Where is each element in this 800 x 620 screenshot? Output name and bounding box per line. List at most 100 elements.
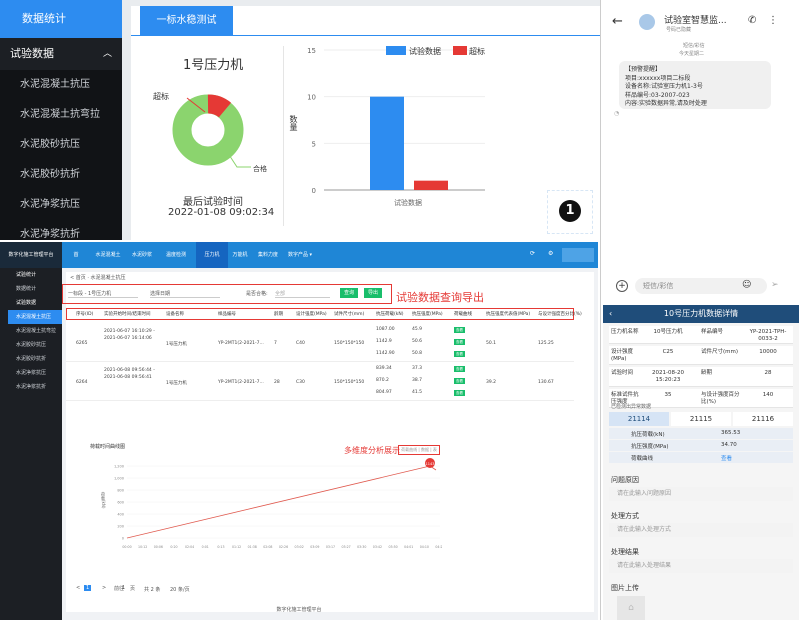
tab-test[interactable]: 一标水稳测试 bbox=[140, 6, 233, 35]
sample-row bbox=[609, 452, 793, 463]
nav-tab[interactable]: 水泥混凝土 bbox=[95, 252, 121, 258]
trend-ytick: 0 bbox=[122, 537, 124, 541]
section-input[interactable]: 请在此输入处理结果 bbox=[609, 559, 793, 573]
badge-1: 1 bbox=[559, 200, 581, 222]
send-icon[interactable]: ➢ bbox=[771, 280, 779, 290]
sidebar-item[interactable]: 水泥混凝土抗压 bbox=[0, 70, 122, 100]
sidebar-item[interactable]: 水泥净浆抗折 bbox=[0, 220, 122, 240]
avatar bbox=[639, 14, 655, 30]
sample-tab[interactable]: 21116 bbox=[733, 412, 793, 426]
table-cell-time: 2021-06-07 16:10:29 - 2021-06-07 16:14:0… bbox=[104, 329, 155, 341]
view-curve-button[interactable]: 查看 bbox=[454, 351, 465, 357]
trend-title: 荷载时间曲线图 bbox=[90, 444, 126, 450]
sidebar-item[interactable]: 水泥净浆抗压 bbox=[0, 190, 122, 220]
sidebar-item[interactable]: 水泥净浆抗折 bbox=[16, 384, 47, 390]
pager-item[interactable]: < bbox=[76, 585, 81, 591]
detail-value: C25 bbox=[662, 349, 674, 355]
back-arrow-icon[interactable]: ← bbox=[612, 14, 623, 29]
add-icon[interactable]: + bbox=[616, 280, 628, 292]
donut-exceed-slice bbox=[207, 94, 232, 118]
table-cell: C30 bbox=[296, 380, 305, 385]
query-button[interactable]: 查询 bbox=[340, 288, 358, 298]
table-cell: 150*150*150 bbox=[334, 380, 365, 385]
machine-select[interactable]: 一标段 - 1号压力机 bbox=[68, 290, 138, 298]
sidebar-item[interactable]: 水泥混凝土抗弯拉 bbox=[16, 328, 57, 334]
sidebar-item[interactable]: 水泥胶砂抗压 bbox=[0, 130, 122, 160]
sidebar-item[interactable]: 水泥净浆抗压 bbox=[16, 370, 47, 376]
pager-item[interactable]: > bbox=[102, 585, 107, 591]
sidebar-item[interactable]: 水泥胶砂抗折 bbox=[16, 356, 47, 362]
sidebar-item[interactable]: 水泥胶砂抗压 bbox=[16, 342, 47, 348]
detail-label: 试件尺寸(mm) bbox=[701, 349, 739, 355]
view-curve-button[interactable]: 查看 bbox=[454, 378, 465, 384]
table-header-cell: 设计强度(MPa) bbox=[296, 312, 327, 317]
more-icon[interactable]: ⋮ bbox=[768, 15, 778, 26]
pager-item[interactable]: 1 bbox=[122, 585, 126, 591]
view-curve-button[interactable]: 查看 bbox=[454, 339, 465, 345]
table-cell-load: 804.97 bbox=[376, 390, 392, 395]
nav-tab[interactable]: 首 bbox=[73, 252, 79, 258]
view-curve-button[interactable]: 查看 bbox=[454, 366, 465, 372]
refresh-icon[interactable]: ⟳ bbox=[530, 250, 536, 257]
nav-tab[interactable]: 温度检测 bbox=[165, 252, 186, 258]
sample-tab[interactable]: 21115 bbox=[671, 412, 731, 426]
phone-icon[interactable]: ✆ bbox=[748, 15, 757, 26]
detail-label: 试验时间 bbox=[611, 370, 634, 376]
sidebar-header-stats[interactable]: 数据统计 bbox=[0, 0, 122, 38]
view-curve-button[interactable]: 查看 bbox=[454, 327, 465, 333]
sidebar-item[interactable]: 水泥胶砂抗折 bbox=[0, 160, 122, 190]
nav-tab[interactable]: 数字产品 ▾ bbox=[287, 252, 313, 258]
last-test-time: 2022-01-08 09:02:34 bbox=[168, 207, 275, 218]
table-cell-load: 1142.90 bbox=[376, 351, 395, 356]
camera-icon[interactable]: ⌂ bbox=[617, 596, 645, 620]
user-avatar[interactable] bbox=[562, 248, 594, 262]
table-header-cell: 抗压强度(MPa) bbox=[412, 312, 443, 317]
nav-tab[interactable]: 万能机 bbox=[232, 252, 248, 258]
table-cell: 6264 bbox=[76, 380, 88, 385]
pager-item[interactable]: 页 bbox=[130, 586, 136, 592]
section-input[interactable]: 请在此输入处理方式 bbox=[609, 523, 793, 537]
settings-icon[interactable]: ⚙ bbox=[548, 250, 554, 257]
annotation-multi-analysis: 多维度分析展示 bbox=[344, 446, 400, 455]
trend-xtick: 01:12 bbox=[232, 545, 241, 549]
nav-tab[interactable]: 压力机 bbox=[196, 242, 228, 268]
sidebar-item[interactable]: 数据统计 bbox=[16, 286, 37, 292]
sample-key: 抗压强度(MPa) bbox=[631, 444, 669, 450]
section-input[interactable]: 请在此输入问题原因 bbox=[609, 487, 793, 501]
nav-tab[interactable]: 水泥砂浆 bbox=[131, 252, 152, 258]
trend-xtick: 02:08 bbox=[263, 545, 272, 549]
export-button[interactable]: 导出 bbox=[364, 288, 382, 298]
qualified-select[interactable]: 全部 bbox=[275, 290, 330, 298]
pager-item[interactable]: 1 bbox=[84, 585, 92, 591]
sidebar: 数据统计 试验数据 ︿ 水泥混凝土抗压 水泥混凝土抗弯拉 水泥胶砂抗压 水泥胶砂抗折 水泥… bbox=[0, 0, 122, 240]
trend-xtick: 01:38 bbox=[248, 545, 257, 549]
table-header-cell: 与设计强度百分比(%) bbox=[538, 312, 582, 317]
breadcrumb[interactable]: < 首页 · 水泥混凝土抗压 bbox=[70, 275, 126, 281]
emoji-icon[interactable]: ☺ bbox=[742, 280, 752, 290]
sms-input[interactable]: 短信/彩信 bbox=[635, 278, 767, 294]
trend-ylabel: 荷载(kN) bbox=[101, 492, 106, 509]
detail-back-icon[interactable]: ‹ bbox=[609, 309, 613, 318]
sample-tab[interactable]: 21114 bbox=[609, 412, 669, 426]
pager-total: 共 2 条 bbox=[144, 587, 161, 593]
bar-exceed bbox=[414, 180, 448, 190]
sidebar-items: 试验统计数据统计试验数据水泥混凝土抗压水泥混凝土抗弯拉 水泥胶砂抗压 水泥胶砂抗折水… bbox=[0, 268, 62, 390]
nav-tab[interactable]: 集料力度 bbox=[257, 252, 278, 258]
sidebar-item[interactable]: 水泥混凝土抗弯拉 bbox=[0, 100, 122, 130]
section-title: 处理结果 bbox=[611, 548, 639, 556]
pager-item[interactable]: 前往 bbox=[114, 586, 125, 592]
trend-xtick: 03:09 bbox=[310, 545, 319, 549]
trend-xtick: 02:26 bbox=[279, 545, 288, 549]
sidebar-group-test-data[interactable]: 试验数据 ︿ bbox=[0, 38, 122, 70]
sidebar-item[interactable]: 试验统计 bbox=[16, 272, 37, 278]
pager-size-select[interactable]: 20 条/页 bbox=[170, 587, 190, 593]
sms-bubble-tail: ◔ bbox=[614, 110, 620, 117]
sidebar-item[interactable]: 水泥混凝土抗压 bbox=[8, 310, 62, 324]
trend-xtick: 03:02 bbox=[295, 545, 304, 549]
sidebar-item[interactable]: 试验数据 bbox=[16, 300, 37, 306]
date-input[interactable]: 选择日期 bbox=[150, 290, 220, 298]
table-cell-strength: 38.7 bbox=[412, 378, 423, 383]
multi-view-toggle[interactable]: 荷载曲线 | 数据 | 表 bbox=[398, 445, 440, 455]
view-curve-button[interactable]: 查看 bbox=[454, 390, 465, 396]
view-curve-link[interactable]: 查看 bbox=[721, 456, 733, 462]
